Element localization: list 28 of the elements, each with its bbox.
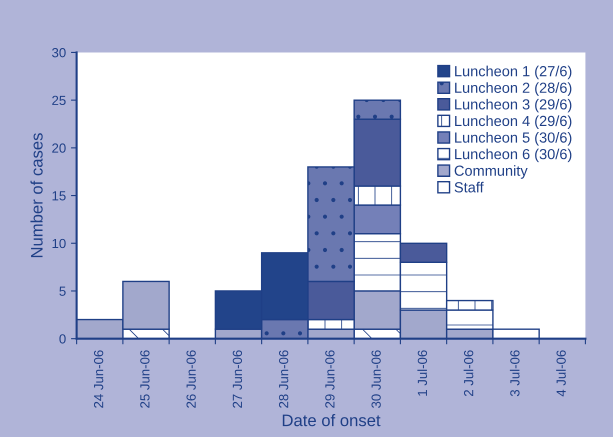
y-tick-label: 0: [59, 334, 66, 344]
legend-label: Staff: [454, 182, 484, 192]
legend-label: Luncheon 1 (27/6): [455, 66, 572, 80]
legend-label: Luncheon 2 (28/6): [455, 82, 572, 96]
legend-label: Luncheon 3 (29/6): [455, 98, 572, 112]
legend-label: Luncheon 4 (29/6): [455, 115, 572, 129]
x-tick-label: 24 Jun-06: [94, 350, 104, 408]
y-tick-label: 10: [52, 238, 66, 248]
legend-label: Luncheon 5 (30/6): [455, 132, 572, 146]
y-tick-label: 5: [59, 286, 66, 296]
y-tick-label: 20: [52, 143, 66, 153]
x-tick-label: 30 Jun-06: [371, 350, 381, 408]
y-axis-title: Number of cases: [30, 133, 43, 258]
y-tick-label: 15: [52, 191, 66, 200]
x-tick-label: 3 Jul-06: [510, 350, 520, 396]
legend-label: Community: [454, 165, 528, 179]
x-axis-title: Date of onset: [282, 414, 380, 426]
legend-label: Luncheon 6 (30/6): [455, 148, 572, 162]
x-tick-label: 25 Jun-06: [140, 350, 150, 408]
x-tick-label: 27 Jun-06: [232, 350, 242, 408]
x-tick-label: 28 Jun-06: [278, 350, 288, 408]
x-tick-label: 29 Jun-06: [325, 350, 335, 408]
x-tick-label: 26 Jun-06: [186, 350, 196, 408]
x-tick-label: 2 Jul-06: [464, 350, 474, 396]
y-tick-label: 25: [52, 96, 66, 106]
y-tick-label: 30: [52, 48, 66, 58]
x-tick-label: 1 Jul-06: [417, 350, 428, 396]
x-tick-label: 4 Jul-06: [556, 350, 566, 396]
